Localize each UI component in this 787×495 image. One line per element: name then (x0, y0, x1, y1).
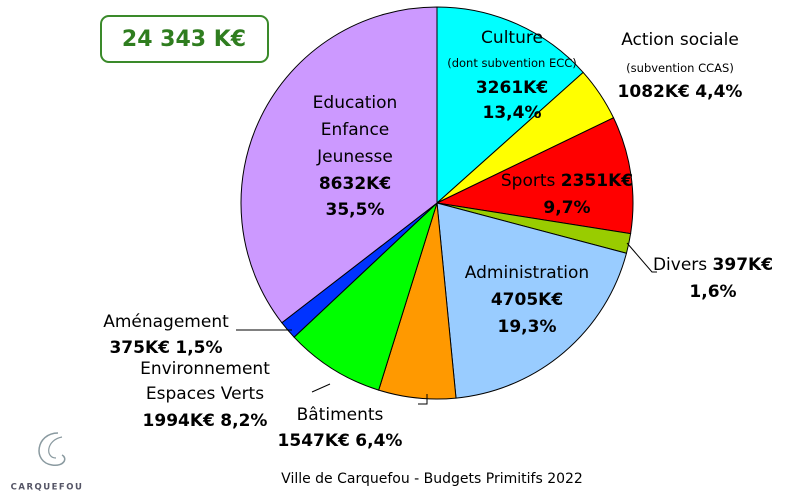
footer: Ville de Carquefou - Budgets Primitifs 2… (281, 471, 583, 487)
slice-label: Action sociale (621, 30, 739, 50)
logo-text: CARQUEFOU (11, 483, 84, 493)
title-box (100, 15, 269, 63)
value-label: 1082K€ (618, 82, 690, 102)
value-label: 2351K€ (561, 171, 633, 191)
note-label: (subvention CCAS) (626, 61, 734, 75)
slice-label: 9,7% (543, 198, 590, 218)
value-label: 1547K€ (278, 431, 350, 451)
slice-label: Jeunesse (316, 147, 393, 167)
slice-label: (dont subvention ECC) (447, 56, 577, 70)
slice-label: Culture (481, 28, 543, 48)
category-label: Education (313, 93, 398, 113)
percent-label: 6,4% (355, 431, 402, 451)
percent-label: 1,5% (175, 338, 222, 358)
value-label: 8632K€ (319, 174, 391, 194)
leader-line (626, 242, 657, 273)
value-label: 3261K€ (476, 78, 548, 98)
category-label: Jeunesse (316, 147, 393, 167)
slice-label: 35,5% (326, 200, 385, 220)
category-label: Divers (653, 255, 707, 275)
slice-label: 3261K€ (476, 78, 548, 98)
percent-label: 1,6% (689, 282, 736, 302)
percent-label: 35,5% (326, 200, 385, 220)
logo-mark (38, 432, 66, 467)
leader-line (311, 383, 331, 393)
percent-label: 13,4% (483, 103, 542, 123)
category-label: Aménagement (103, 312, 229, 332)
percent-label: 9,7% (543, 198, 590, 218)
slice-label: 8632K€ (319, 174, 391, 194)
pie (240, 6, 634, 400)
slice-label: 1,6% (689, 282, 736, 302)
pie-slice (436, 202, 628, 399)
leader-line (418, 394, 428, 405)
chart-title: 24 343 K€ (122, 27, 246, 52)
value-label: 375K€ (109, 338, 170, 358)
slice-label: Sports 2351K€ (501, 171, 633, 191)
note-label: (dont subvention ECC) (447, 56, 577, 70)
slice-label: 13,4% (483, 103, 542, 123)
slice-label: 19,3% (498, 317, 557, 337)
category-label: Bâtiments (297, 405, 384, 425)
slice-label: Education (313, 93, 398, 113)
slice-label: Divers 397K€ (653, 255, 773, 275)
logo: CARQUEFOU (11, 432, 84, 493)
pie-slice (293, 201, 439, 391)
category-label: Action sociale (621, 30, 739, 50)
value-label: 1994K€ (143, 411, 215, 431)
slice-label: Environnement (140, 359, 270, 379)
slice-label: 375K€ 1,5% (109, 338, 222, 358)
logo-mark (48, 436, 63, 459)
pie-slice (436, 6, 584, 205)
slice-label: Administration (465, 263, 589, 283)
slice-label: 1082K€ 4,4% (618, 82, 743, 102)
pie-slice (435, 117, 634, 235)
value-label: 4705K€ (491, 290, 563, 310)
slice-label: Bâtiments (297, 405, 384, 425)
slice-label: 4705K€ (491, 290, 563, 310)
slice-label: 1994K€ 8,2% (143, 411, 268, 431)
percent-label: 4,4% (695, 82, 742, 102)
slice-label: Espaces Verts (146, 384, 264, 404)
category-label: Espaces Verts (146, 384, 264, 404)
slice-label: (subvention CCAS) (626, 61, 734, 75)
percent-label: 19,3% (498, 317, 557, 337)
leader-lines (236, 242, 657, 405)
value-label: 397K€ (713, 255, 774, 275)
percent-label: 8,2% (220, 411, 267, 431)
slice-label: Enfance (321, 120, 390, 140)
pie-slice (240, 6, 438, 324)
category-label: Administration (465, 263, 589, 283)
slice-label: 1547K€ 6,4% (278, 431, 403, 451)
category-label: Sports (501, 171, 556, 191)
category-label: Enfance (321, 120, 390, 140)
slice-label: Aménagement (103, 312, 229, 332)
category-label: Environnement (140, 359, 270, 379)
category-label: Culture (481, 28, 543, 48)
